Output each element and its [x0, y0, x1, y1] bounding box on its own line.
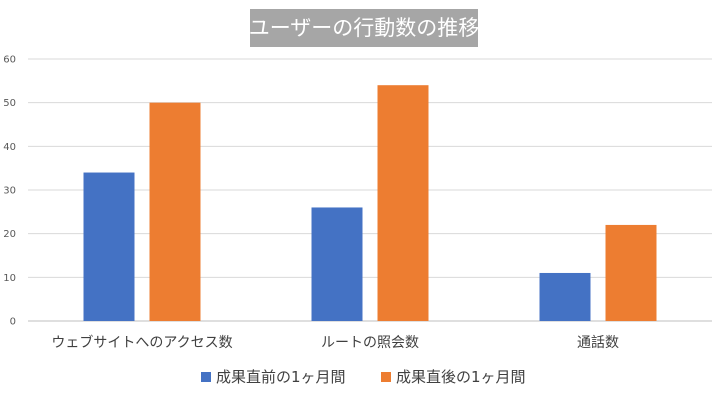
category-label: ウェブサイトへのアクセス数: [51, 334, 232, 351]
y-tick-label: 30: [3, 186, 16, 197]
x-axis-categories: ウェブサイトへのアクセス数 ルートの照会数 通話数: [51, 334, 619, 351]
y-tick-label: 20: [3, 229, 16, 240]
chart-title: ユーザーの行動数の推移: [249, 16, 480, 40]
category-label: ルートの照会数: [321, 335, 419, 351]
gridlines: [28, 58, 712, 322]
bar-before: [311, 207, 363, 321]
bars: [83, 85, 657, 322]
y-tick-label: 60: [3, 55, 16, 66]
legend: 成果直前の1ヶ月間 成果直後の1ヶ月間: [201, 368, 526, 386]
bar-after: [377, 85, 429, 321]
bar-before: [539, 272, 591, 321]
chart-title-box: [250, 9, 478, 47]
bar-before: [83, 172, 135, 321]
category-label: 通話数: [577, 334, 619, 351]
y-tick-label: 40: [3, 142, 16, 153]
bar-after: [149, 102, 201, 322]
y-tick-label: 0: [10, 317, 16, 328]
legend-swatch: [381, 372, 391, 382]
y-tick-label: 10: [3, 273, 16, 284]
legend-label: 成果直後の1ヶ月間: [396, 368, 526, 386]
bar-after: [605, 224, 657, 321]
y-tick-label: 50: [3, 98, 16, 109]
legend-swatch: [201, 372, 211, 382]
y-axis-ticks: 0 10 20 30 40 50 60: [3, 55, 16, 328]
legend-label: 成果直前の1ヶ月間: [216, 368, 346, 386]
